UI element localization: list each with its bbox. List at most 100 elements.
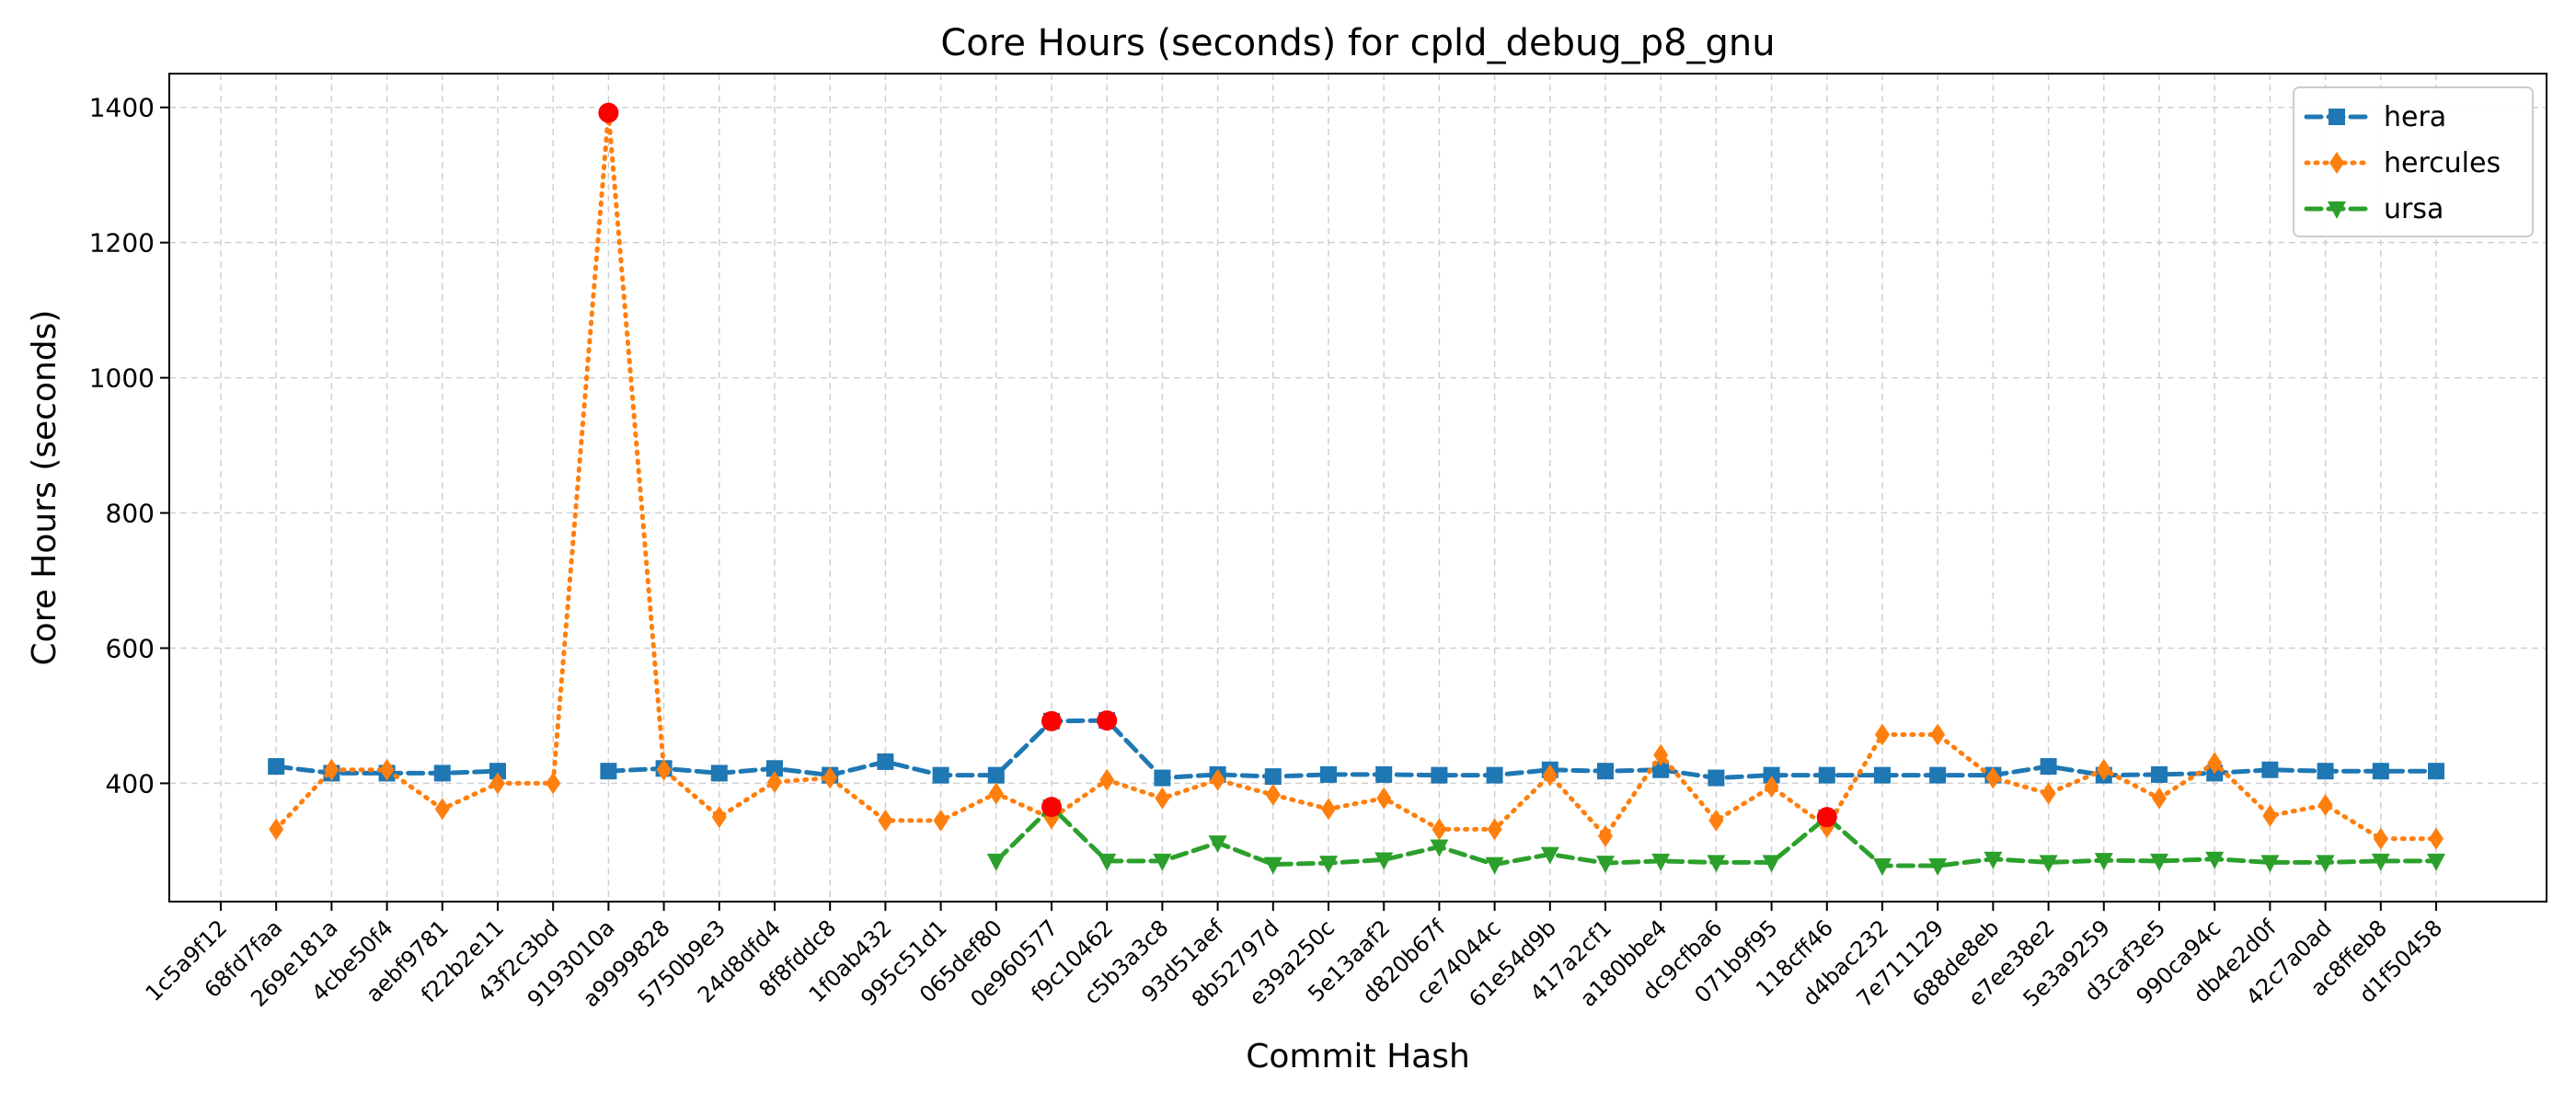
data-point-hera (1431, 766, 1448, 784)
data-point-hera (1597, 763, 1614, 780)
data-point-ursa (2205, 851, 2225, 869)
data-point-hercules (2262, 804, 2278, 827)
data-point-hercules (1985, 766, 2001, 789)
highlight-point (1816, 807, 1837, 828)
data-point-hercules (2152, 787, 2167, 810)
data-point-ursa (2371, 853, 2390, 871)
data-point-ursa (1928, 858, 1948, 877)
data-point-ursa (1430, 839, 1449, 857)
data-point-hercules (767, 770, 782, 793)
legend-label: ursa (2384, 193, 2444, 225)
legend-box (2293, 86, 2534, 237)
data-point-hercules (1542, 764, 1558, 787)
data-point-ursa (1707, 855, 1726, 873)
legend-entry-ursa: ursa (2304, 193, 2444, 225)
data-point-ursa (2316, 855, 2335, 873)
data-point-ursa (986, 853, 1006, 871)
data-point-hercules (822, 766, 838, 789)
legend-label: hera (2384, 101, 2446, 133)
data-point-hera (268, 758, 285, 776)
data-point-hera (2428, 763, 2444, 780)
y-tick-label: 1400 (89, 93, 155, 123)
y-axis-title: Core Hours (seconds) (26, 310, 63, 666)
data-point-ursa (1873, 858, 1892, 877)
data-point-hercules (1764, 776, 1779, 799)
data-point-ursa (1374, 852, 1394, 870)
highlight-point (1041, 710, 1062, 731)
data-point-hera (433, 765, 451, 782)
data-point-ursa (2039, 855, 2058, 873)
data-point-hercules (1155, 787, 1170, 810)
data-point-hercules (988, 782, 1004, 805)
data-point-hercules (2041, 782, 2056, 805)
data-point-hera (1708, 769, 1725, 787)
highlight-point (1041, 797, 1062, 818)
data-point-hercules (490, 772, 505, 795)
data-point-hercules (324, 758, 339, 781)
data-point-hera (987, 766, 1005, 784)
data-point-hera (1652, 761, 1670, 778)
data-point-hera (2261, 761, 2279, 778)
data-point-hercules (1930, 723, 1946, 746)
data-point-ursa (2260, 855, 2280, 873)
data-point-hercules (1376, 787, 1392, 810)
data-point-ursa (1984, 851, 2003, 869)
data-point-hercules (1487, 818, 1502, 841)
data-point-hera (710, 765, 728, 782)
data-point-hercules (1598, 824, 1613, 847)
data-point-ursa (2150, 853, 2168, 871)
highlight-point (1097, 710, 1118, 731)
data-point-hera (2040, 758, 2057, 776)
data-point-hera (2151, 765, 2168, 783)
plot-frame (168, 73, 2547, 903)
data-point-hera (1818, 766, 1835, 784)
series-line-hercules (273, 112, 2439, 842)
data-point-ursa (1596, 856, 1615, 874)
data-point-hera (1486, 766, 1503, 784)
legend-marker (2328, 201, 2346, 219)
data-point-ursa (2427, 853, 2445, 871)
legend-entry-hercules: hercules (2304, 147, 2501, 179)
data-point-hera (1264, 768, 1282, 786)
data-point-hera (1929, 766, 1947, 784)
data-point-hera (877, 753, 894, 770)
legend-label: hercules (2384, 147, 2501, 179)
data-point-ursa (1485, 857, 1504, 875)
legend-marker (2329, 152, 2344, 174)
data-point-ursa (1263, 857, 1282, 875)
data-point-hercules (2096, 758, 2111, 781)
data-point-hera (600, 763, 617, 780)
data-point-ursa (1540, 846, 1559, 865)
data-point-hera (932, 766, 949, 784)
data-point-hera (1154, 769, 1171, 787)
data-point-ursa (1762, 855, 1781, 873)
data-point-hera (2317, 763, 2334, 780)
data-point-hera (1874, 766, 1891, 784)
y-tick-label: 1000 (89, 363, 155, 394)
data-point-hercules (2373, 827, 2388, 850)
y-tick-label: 400 (106, 768, 155, 799)
data-point-hercules (1265, 783, 1281, 806)
data-point-hera (766, 760, 783, 777)
data-point-hercules (656, 758, 672, 781)
series-line-hera (605, 718, 2439, 781)
data-point-hercules (1708, 809, 1724, 832)
data-point-ursa (1319, 856, 1338, 874)
data-point-ursa (1208, 835, 1227, 854)
y-tick-label: 1200 (89, 228, 155, 259)
data-point-hercules (2207, 752, 2223, 775)
data-point-hercules (434, 798, 450, 821)
highlight-points (598, 102, 1837, 828)
data-point-hercules (1432, 818, 1447, 841)
legend-entry-hera: hera (2304, 101, 2446, 133)
y-tick-label: 800 (106, 499, 155, 529)
chart-title: Core Hours (seconds) for cpld_debug_p8_g… (940, 22, 1775, 64)
data-point-hercules (1210, 768, 1225, 791)
data-point-hercules (1321, 798, 1336, 821)
data-point-ursa (2094, 853, 2113, 871)
x-axis-title: Commit Hash (1246, 1038, 1470, 1075)
data-point-hercules (379, 758, 395, 781)
data-point-hercules (1653, 743, 1669, 766)
data-point-hercules (878, 809, 893, 832)
